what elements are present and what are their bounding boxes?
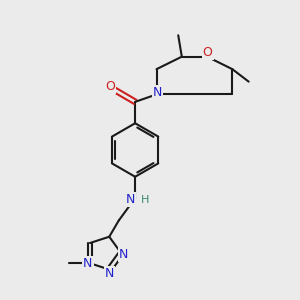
Text: N: N (126, 193, 135, 206)
Text: N: N (83, 257, 93, 270)
Text: N: N (105, 267, 114, 280)
Text: N: N (153, 86, 162, 99)
Text: H: H (141, 195, 150, 205)
Text: O: O (105, 80, 115, 94)
Text: O: O (203, 46, 213, 59)
Text: N: N (118, 248, 128, 261)
